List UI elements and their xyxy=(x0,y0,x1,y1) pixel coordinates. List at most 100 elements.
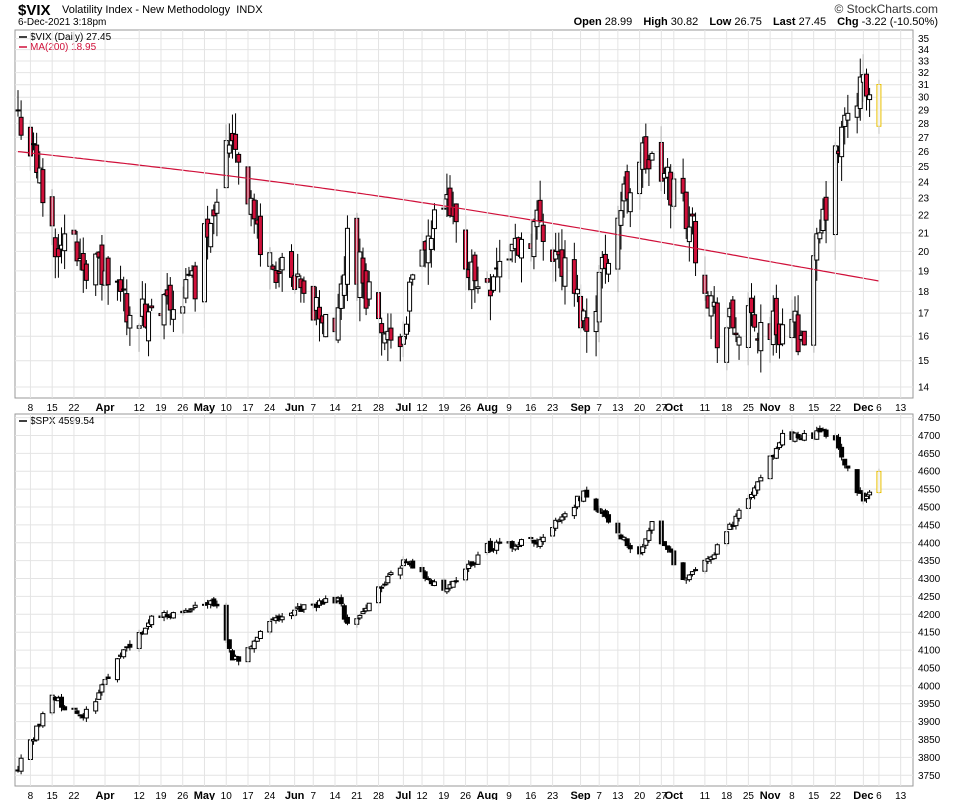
x-tick-label: 26 xyxy=(460,791,472,800)
candle-body xyxy=(335,307,341,341)
candle-body xyxy=(689,213,695,217)
x-tick-label: 26 xyxy=(177,403,189,414)
candle-body xyxy=(80,252,86,271)
candle-body xyxy=(540,536,546,543)
x-tick-label: 6 xyxy=(876,791,882,800)
candle-body xyxy=(518,539,524,546)
y-tick-label: 35 xyxy=(918,34,930,45)
candle-body xyxy=(31,143,37,146)
x-tick-label: 8 xyxy=(28,403,34,414)
candle-body xyxy=(795,314,801,353)
candle-body xyxy=(491,276,497,291)
candle-body xyxy=(410,560,416,569)
candle-body xyxy=(518,238,524,259)
candle-body xyxy=(410,274,416,280)
candle-body xyxy=(733,515,739,527)
candle-body xyxy=(689,571,695,575)
x-tick-label: 22 xyxy=(830,403,842,414)
y-tick-label: 24 xyxy=(918,178,930,189)
y-tick-label: 4500 xyxy=(918,503,941,514)
candle-body xyxy=(146,311,152,342)
candle-body xyxy=(487,289,493,297)
last-value: 27.45 xyxy=(798,16,827,28)
candle-body xyxy=(170,612,176,619)
candle-body xyxy=(748,493,754,498)
candle-body xyxy=(323,314,329,338)
candle-body xyxy=(646,530,652,541)
candle-body xyxy=(254,636,260,642)
x-tick-label: 13 xyxy=(612,791,624,800)
x-tick-label: 15 xyxy=(808,791,820,800)
y-tick-label: 4100 xyxy=(918,646,941,657)
candle-body xyxy=(233,133,239,150)
candle-body xyxy=(845,465,851,469)
candle-body xyxy=(425,577,431,580)
x-tick-label: 23 xyxy=(547,791,559,800)
candle-body xyxy=(584,317,590,332)
candle-body xyxy=(686,226,692,243)
candle-body xyxy=(752,314,758,328)
candle-body xyxy=(385,575,391,584)
legend-label: $VIX (Daily) 27.45 xyxy=(30,32,112,43)
candle-body xyxy=(93,253,99,286)
candle-body xyxy=(854,469,860,494)
x-tick-label: 9 xyxy=(506,403,512,414)
candle-body xyxy=(627,192,633,213)
panel-top: 14 15 16 17 18 19 20 21 22 23 24 25 26 27 28 29 30 313233… xyxy=(14,29,930,399)
candle-body xyxy=(83,263,89,281)
candle-body xyxy=(289,251,295,278)
candle-body xyxy=(780,432,786,446)
y-tick-label: 3850 xyxy=(918,735,941,746)
candle-body xyxy=(114,658,120,681)
candle-body xyxy=(643,538,649,546)
high-value: 30.82 xyxy=(670,16,699,28)
low-label: Low xyxy=(709,16,732,28)
candle-body xyxy=(388,572,394,576)
x-tick-label: 21 xyxy=(351,403,363,414)
y-tick-label: 27 xyxy=(918,133,930,144)
candle-body xyxy=(404,561,410,564)
chg-value: -3.22 (-10.50%) xyxy=(861,16,938,28)
x-tick-label: 19 xyxy=(438,403,450,414)
candle-body xyxy=(52,237,58,258)
x-tick-label: 16 xyxy=(525,403,537,414)
candle-body xyxy=(55,248,61,258)
candle-body xyxy=(714,544,720,555)
candle-body xyxy=(127,643,133,648)
candle-body xyxy=(581,310,587,322)
x-tick-label: 12 xyxy=(416,403,428,414)
candle-body xyxy=(360,611,366,615)
y-tick-label: 4300 xyxy=(918,574,941,585)
x-axis-bottom: 8 15 22 Apr 12 19 26 May 10 17 24 Jun 7 14 21 28 Jul 12 19… xyxy=(28,414,907,800)
x-tick-label: 17 xyxy=(242,791,254,800)
candle-body xyxy=(161,294,167,326)
candle-body xyxy=(15,109,21,112)
x-tick-label: 13 xyxy=(612,403,624,414)
candle-body xyxy=(531,539,537,544)
candle-body xyxy=(450,580,456,588)
candle-body xyxy=(618,210,624,226)
candle-body xyxy=(839,126,845,158)
candle-body xyxy=(279,256,285,271)
candle-body xyxy=(121,288,127,291)
candle-body xyxy=(257,215,263,256)
candle-body xyxy=(867,491,873,496)
y-tick-label: 26 xyxy=(918,147,930,158)
candle-body xyxy=(748,297,754,314)
x-tick-label: 14 xyxy=(329,791,341,800)
candle-body xyxy=(537,539,543,547)
candle-body xyxy=(683,191,689,230)
candle-body xyxy=(571,506,577,517)
candle-body xyxy=(584,489,590,498)
x-tick-label: Aug xyxy=(477,402,498,414)
y-tick-label: 32 xyxy=(918,68,930,79)
brand-logo[interactable]: © StockCharts.com xyxy=(834,2,938,16)
x-tick-label: 12 xyxy=(416,791,428,800)
candle-body xyxy=(170,309,176,320)
candle-body xyxy=(428,238,434,250)
x-tick-label: 13 xyxy=(895,403,907,414)
quote-summary: Open 28.99 High 30.82 Low 26.75 Last 27.45 C… xyxy=(574,16,938,28)
x-tick-label: Nov xyxy=(760,790,782,800)
y-tick-label: 31 xyxy=(918,80,930,91)
